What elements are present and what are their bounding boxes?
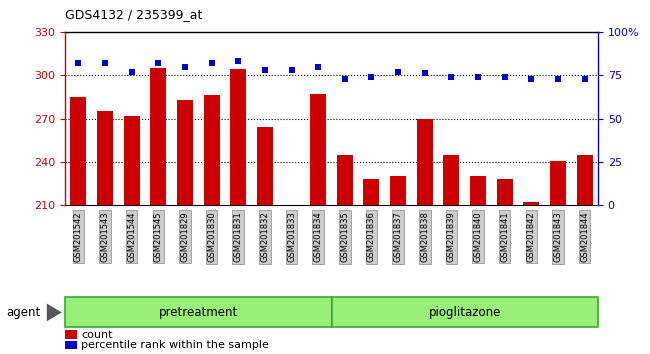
Point — [420, 71, 430, 76]
Point — [580, 76, 590, 81]
Bar — [203, 96, 220, 205]
Bar — [470, 176, 486, 205]
Point — [473, 74, 484, 80]
Bar — [443, 155, 460, 205]
Bar — [577, 155, 593, 205]
Point — [287, 67, 297, 73]
Text: pretreatment: pretreatment — [159, 306, 238, 319]
Point — [367, 74, 377, 80]
Bar — [97, 112, 113, 205]
Point — [100, 60, 110, 66]
Point — [500, 74, 510, 80]
Point — [259, 67, 270, 73]
Bar — [150, 68, 166, 205]
FancyBboxPatch shape — [332, 297, 598, 327]
Point — [393, 69, 403, 75]
Text: pioglitazone: pioglitazone — [428, 306, 501, 319]
Point — [313, 64, 324, 69]
Point — [73, 60, 83, 66]
Text: count: count — [81, 330, 112, 340]
Text: percentile rank within the sample: percentile rank within the sample — [81, 340, 269, 350]
Bar — [363, 179, 380, 205]
Text: GDS4132 / 235399_at: GDS4132 / 235399_at — [65, 8, 202, 21]
Bar — [70, 97, 86, 205]
Bar — [550, 160, 566, 205]
Point — [126, 69, 137, 75]
Bar — [523, 202, 540, 205]
Bar — [257, 127, 273, 205]
Bar — [124, 116, 140, 205]
Point — [339, 76, 350, 81]
Point — [179, 64, 190, 69]
Point — [206, 60, 216, 66]
Point — [446, 74, 456, 80]
Bar — [230, 69, 246, 205]
Bar — [310, 94, 326, 205]
Bar — [337, 155, 353, 205]
Point — [233, 58, 244, 64]
Point — [526, 76, 537, 81]
FancyBboxPatch shape — [65, 297, 332, 327]
Bar — [417, 119, 433, 205]
Point — [553, 76, 564, 81]
Bar — [390, 176, 406, 205]
Text: agent: agent — [6, 306, 41, 319]
Bar — [497, 179, 513, 205]
Bar — [177, 100, 193, 205]
Point — [153, 60, 164, 66]
